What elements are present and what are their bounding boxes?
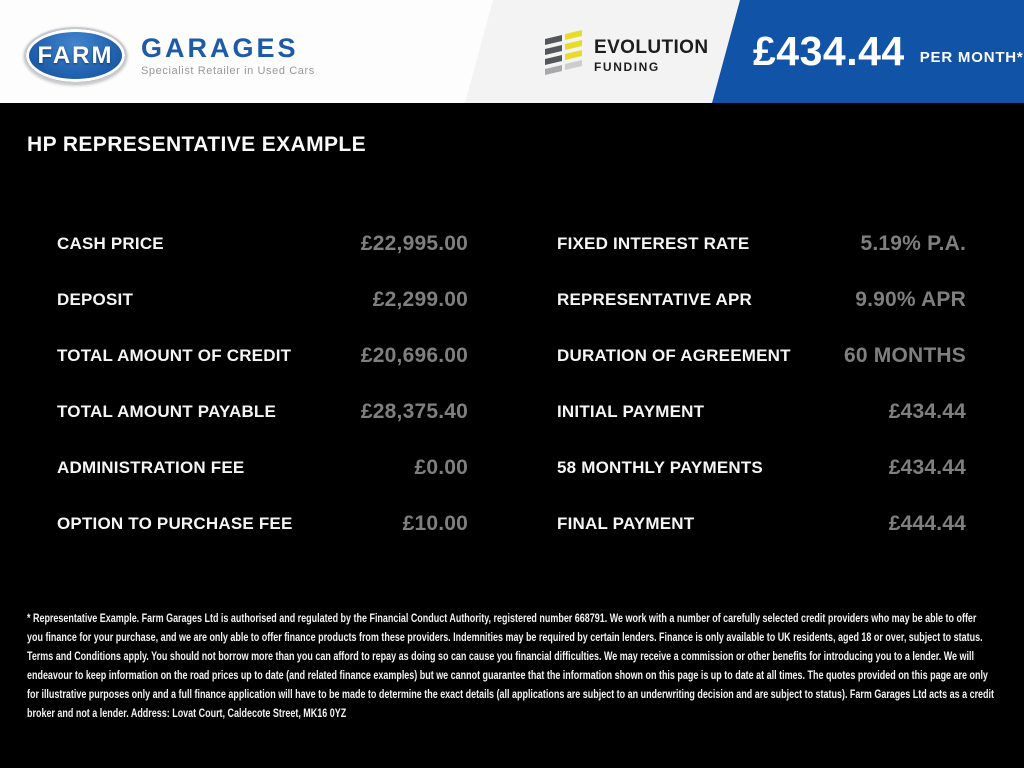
lender-wordmark: EVOLUTION FUNDING (594, 38, 708, 74)
row-value: 60 MONTHS (844, 344, 966, 367)
dealer-tagline: Specialist Retailer in Used Cars (141, 64, 315, 77)
row-value: £20,696.00 (360, 344, 468, 367)
table-row: INITIAL PAYMENT £434.44 (557, 384, 966, 440)
monthly-price-suffix: PER MONTH* (919, 49, 1024, 66)
row-label: TOTAL AMOUNT OF CREDIT (57, 346, 292, 365)
row-value: £22,995.00 (360, 232, 468, 255)
table-row: CASH PRICE £22,995.00 (57, 216, 468, 272)
row-label: FINAL PAYMENT (557, 514, 695, 533)
finance-table-right-column: FIXED INTEREST RATE 5.19% P.A. REPRESENT… (557, 216, 966, 552)
table-row: 58 MONTHLY PAYMENTS £434.44 (557, 440, 966, 496)
row-value: £28,375.40 (360, 400, 468, 423)
lender-logo: EVOLUTION FUNDING (543, 29, 708, 81)
monthly-price-amount: £434.44 (753, 28, 905, 74)
table-row: DURATION OF AGREEMENT 60 MONTHS (557, 328, 966, 384)
finance-example-panel: HP REPRESENTATIVE EXAMPLE CASH PRICE £22… (0, 103, 1024, 768)
monthly-price-banner: £434.44 PER MONTH* (753, 0, 1024, 103)
row-label: INITIAL PAYMENT (557, 402, 705, 421)
table-row: FINAL PAYMENT £444.44 (557, 496, 966, 552)
dealer-wordmark: GARAGES Specialist Retailer in Used Cars (141, 33, 315, 77)
row-value: £0.00 (414, 456, 468, 479)
row-value: £434.44 (888, 400, 966, 423)
row-label: DURATION OF AGREEMENT (557, 346, 791, 365)
table-row: OPTION TO PURCHASE FEE £10.00 (57, 496, 468, 552)
lender-name: EVOLUTION (594, 37, 709, 58)
table-row: REPRESENTATIVE APR 9.90% APR (557, 272, 966, 328)
row-label: 58 MONTHLY PAYMENTS (557, 458, 763, 477)
row-label: ADMINISTRATION FEE (57, 458, 245, 477)
dealer-name: GARAGES (141, 33, 299, 64)
row-value: 9.90% APR (855, 288, 966, 311)
price-banner-background (712, 0, 1024, 103)
row-value: £434.44 (888, 456, 966, 479)
row-label: FIXED INTEREST RATE (557, 234, 750, 253)
row-value: £2,299.00 (372, 288, 468, 311)
row-label: OPTION TO PURCHASE FEE (57, 514, 293, 533)
row-value: £10.00 (402, 512, 468, 535)
table-row: ADMINISTRATION FEE £0.00 (57, 440, 468, 496)
dealer-oval-text: FARM (37, 41, 114, 69)
row-label: CASH PRICE (57, 234, 164, 253)
row-label: REPRESENTATIVE APR (557, 290, 753, 309)
row-label: TOTAL AMOUNT PAYABLE (57, 402, 277, 421)
page-header: FARM GARAGES Specialist Retailer in Used… (0, 0, 1024, 103)
legal-disclaimer: * Representative Example. Farm Garages L… (27, 613, 995, 720)
table-row: TOTAL AMOUNT PAYABLE £28,375.40 (57, 384, 468, 440)
table-row: FIXED INTEREST RATE 5.19% P.A. (557, 216, 966, 272)
row-label: DEPOSIT (57, 290, 134, 309)
row-value: 5.19% P.A. (860, 232, 966, 255)
lender-subname: FUNDING (594, 60, 660, 74)
finance-table-left-column: CASH PRICE £22,995.00 DEPOSIT £2,299.00 … (57, 216, 468, 552)
table-row: DEPOSIT £2,299.00 (57, 272, 468, 328)
dealer-logo: FARM GARAGES Specialist Retailer in Used… (24, 27, 315, 84)
lender-cube-icon (543, 29, 585, 81)
dealer-logo-oval: FARM (24, 27, 127, 84)
page-title: HP REPRESENTATIVE EXAMPLE (27, 133, 367, 156)
row-value: £444.44 (888, 512, 966, 535)
table-row: TOTAL AMOUNT OF CREDIT £20,696.00 (57, 328, 468, 384)
